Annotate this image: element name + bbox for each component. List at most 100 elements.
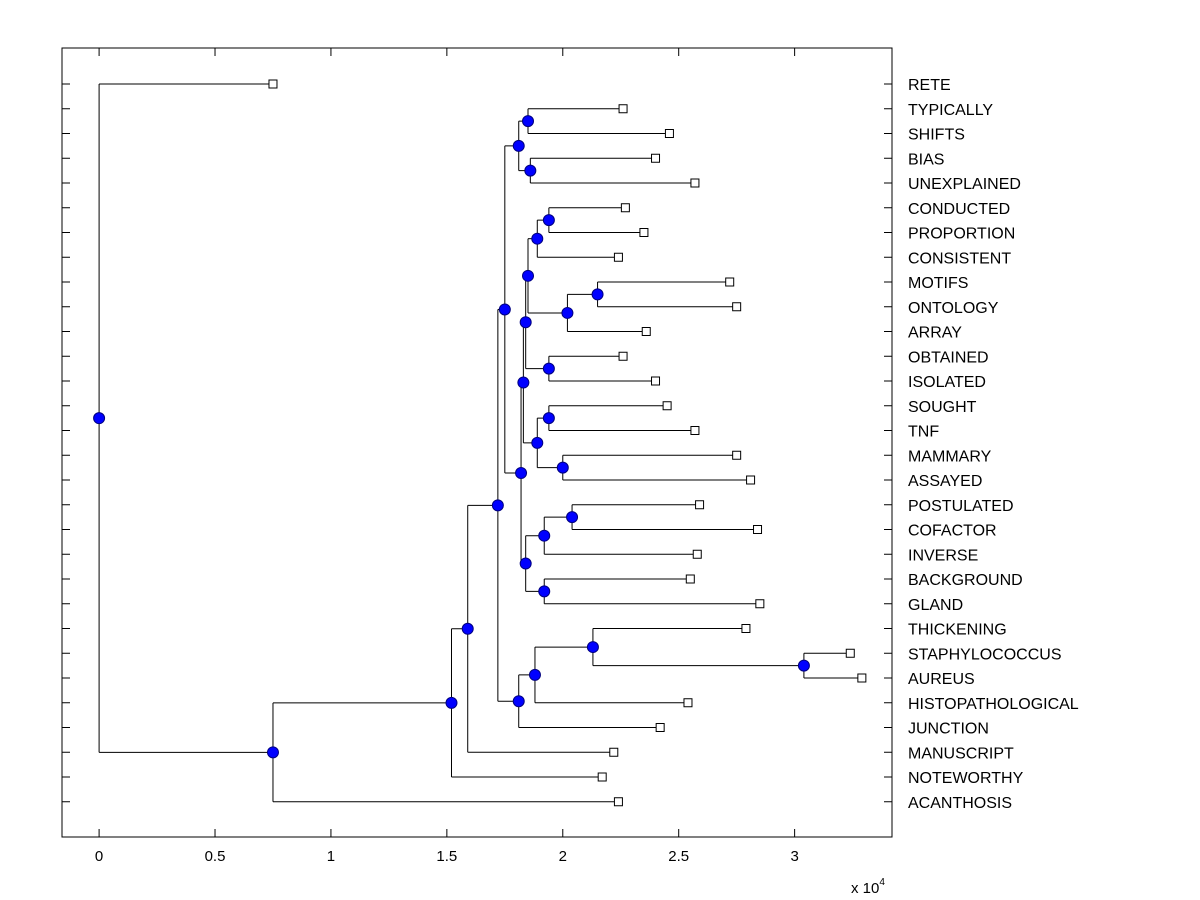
- cluster-node-marker: [556, 461, 569, 474]
- cluster-node-marker: [531, 436, 544, 449]
- leaf-label: ARRAY: [908, 325, 962, 342]
- leaf-label: GLAND: [908, 597, 963, 614]
- leaf-label: SHIFTS: [908, 127, 965, 144]
- tick-layer: 0 0.5 1 1.5 2 2.5 3: [62, 48, 892, 865]
- leaf-marker: [732, 450, 742, 460]
- cluster-node-marker: [498, 303, 511, 316]
- leaf-marker: [685, 574, 695, 584]
- cluster-node-marker: [797, 659, 810, 672]
- cluster-node-marker: [445, 696, 458, 709]
- cluster-node-marker: [524, 164, 537, 177]
- cluster-node-marker: [522, 115, 535, 128]
- leaf-label: ONTOLOGY: [908, 300, 999, 317]
- leaf-label: NOTEWORTHY: [908, 770, 1024, 787]
- cluster-node-marker: [519, 316, 532, 329]
- node-marker-layer: [93, 115, 810, 759]
- leaf-marker: [741, 624, 751, 633]
- leaf-marker: [641, 327, 651, 336]
- leaf-marker: [695, 500, 705, 510]
- leaf-label: JUNCTION: [908, 721, 989, 738]
- x-scale-base: x 10: [851, 880, 879, 897]
- axes-frame: [61, 47, 893, 838]
- leaf-marker: [845, 648, 855, 658]
- cluster-node-marker: [512, 139, 525, 152]
- leaf-marker: [655, 723, 665, 732]
- leaf-marker: [746, 475, 756, 485]
- cluster-node-marker: [542, 362, 555, 375]
- leaf-marker: [755, 599, 765, 609]
- cluster-node-marker: [266, 746, 279, 759]
- x-tick-label: 2: [559, 848, 567, 865]
- leaf-marker: [725, 277, 735, 287]
- leaf-marker: [683, 698, 693, 708]
- cluster-node-marker: [517, 376, 530, 389]
- leaf-label: ISOLATED: [908, 374, 986, 391]
- cluster-node-marker: [531, 232, 544, 245]
- leaf-marker: [639, 228, 649, 237]
- leaf-marker: [618, 351, 628, 361]
- leaf-marker: [609, 747, 619, 757]
- leaf-marker: [662, 401, 672, 411]
- leaf-label: MANUSCRIPT: [908, 745, 1014, 762]
- cluster-node-marker: [528, 668, 541, 681]
- cluster-node-marker: [522, 269, 535, 282]
- leaf-label: ASSAYED: [908, 473, 982, 490]
- x-tick-label: 1: [327, 848, 335, 865]
- x-tick-label: 3: [790, 848, 798, 865]
- leaf-label: ACANTHOSIS: [908, 795, 1012, 812]
- leaf-marker: [857, 673, 867, 683]
- leaf-label: MOTIFS: [908, 275, 968, 292]
- leaf-marker: [692, 549, 702, 559]
- cluster-node-marker: [542, 214, 555, 227]
- leaf-marker: [690, 178, 700, 188]
- leaf-label: HISTOPATHOLOGICAL: [908, 696, 1079, 713]
- leaf-label-layer: RETE TYPICALLY SHIFTS BIAS UNEXPLAINED CONDUC…: [908, 77, 1079, 812]
- leaf-label: INVERSE: [908, 547, 978, 564]
- cluster-node-marker: [538, 529, 551, 542]
- leaf-marker: [651, 376, 661, 386]
- x-scale-exponent: 4: [879, 877, 885, 888]
- cluster-node-marker: [591, 288, 604, 301]
- leaf-label: THICKENING: [908, 622, 1007, 639]
- leaf-marker: [732, 302, 742, 312]
- leaf-marker: [618, 104, 628, 114]
- cluster-node-marker: [491, 499, 504, 512]
- leaf-label: PROPORTION: [908, 226, 1015, 243]
- leaf-marker: [664, 129, 674, 138]
- x-tick-label: 0.5: [205, 848, 226, 865]
- leaf-marker: [690, 426, 700, 435]
- leaf-label: AUREUS: [908, 671, 975, 688]
- leaf-label: CONDUCTED: [908, 201, 1010, 218]
- leaf-label: SOUGHT: [908, 399, 977, 416]
- leaf-marker: [613, 797, 623, 807]
- leaf-label: RETE: [908, 77, 951, 94]
- cluster-node-marker: [461, 622, 474, 635]
- cluster-node-marker: [93, 412, 106, 425]
- x-tick-label: 0: [95, 848, 103, 865]
- cluster-node-marker: [542, 412, 555, 425]
- cluster-node-marker: [586, 641, 599, 654]
- cluster-node-marker: [538, 585, 551, 598]
- leaf-label: STAPHYLOCOCCUS: [908, 646, 1062, 663]
- leaf-marker: [620, 203, 630, 213]
- leaf-label: MAMMARY: [908, 448, 992, 465]
- leaf-marker: [268, 79, 278, 89]
- leaf-label: COFACTOR: [908, 523, 997, 540]
- leaf-label: POSTULATED: [908, 498, 1014, 515]
- leaf-label: BACKGROUND: [908, 572, 1023, 589]
- x-tick-label: 2.5: [668, 848, 689, 865]
- cluster-node-marker: [566, 511, 579, 524]
- cluster-node-marker: [512, 695, 525, 708]
- leaf-label: OBTAINED: [908, 349, 989, 366]
- cluster-node-marker: [561, 306, 574, 319]
- cluster-node-marker: [519, 557, 532, 570]
- cluster-node-marker: [515, 467, 528, 480]
- leaf-marker: [651, 153, 661, 163]
- leaf-marker: [597, 772, 607, 782]
- leaf-label: UNEXPLAINED: [908, 176, 1021, 193]
- leaf-label: TNF: [908, 424, 939, 441]
- leaf-label: CONSISTENT: [908, 250, 1011, 267]
- x-scale-label: x 104: [851, 877, 885, 897]
